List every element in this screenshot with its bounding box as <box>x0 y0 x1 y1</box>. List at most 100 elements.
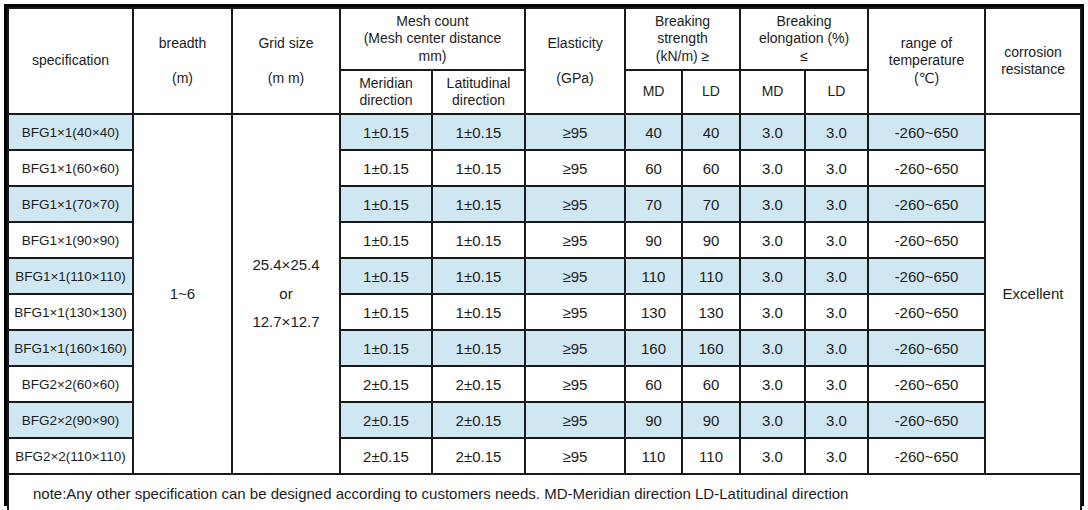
latitudinal-cell: 1±0.15 <box>432 150 525 186</box>
temperature-cell: -260~650 <box>868 294 985 330</box>
elasticity-cell: ≥95 <box>525 258 625 294</box>
bs-md-cell: 90 <box>625 402 682 438</box>
header-elasticity: Elasticity (GPa) <box>525 8 625 114</box>
header-latitudinal-direction: Latitudinal direction <box>432 70 525 114</box>
spec-cell: BFG1×1(130×130) <box>8 294 133 330</box>
meridian-cell: 1±0.15 <box>340 258 432 294</box>
spec-cell: BFG2×2(90×90) <box>8 402 133 438</box>
be-ld-cell: 3.0 <box>805 114 868 150</box>
header-corrosion-resistance: corrosion resistance <box>985 8 1081 114</box>
temperature-cell: -260~650 <box>868 114 985 150</box>
latitudinal-cell: 1±0.15 <box>432 294 525 330</box>
header-grid-size: Grid size (m m) <box>232 8 340 114</box>
latitudinal-cell: 2±0.15 <box>432 438 525 474</box>
be-ld-cell: 3.0 <box>805 438 868 474</box>
header-meridian-direction: Meridian direction <box>340 70 432 114</box>
elasticity-cell: ≥95 <box>525 330 625 366</box>
latitudinal-cell: 1±0.15 <box>432 330 525 366</box>
header-temperature-range: range of temperature (℃) <box>868 8 985 114</box>
latitudinal-cell: 1±0.15 <box>432 186 525 222</box>
be-md-cell: 3.0 <box>740 222 805 258</box>
spec-cell: BFG1×1(70×70) <box>8 186 133 222</box>
header-bs-md: MD <box>625 70 682 114</box>
latitudinal-cell: 2±0.15 <box>432 402 525 438</box>
bs-md-cell: 70 <box>625 186 682 222</box>
be-md-cell: 3.0 <box>740 258 805 294</box>
bs-ld-cell: 90 <box>682 402 740 438</box>
elasticity-cell: ≥95 <box>525 186 625 222</box>
be-ld-cell: 3.0 <box>805 258 868 294</box>
spec-cell: BFG1×1(160×160) <box>8 330 133 366</box>
be-ld-cell: 3.0 <box>805 294 868 330</box>
meridian-cell: 2±0.15 <box>340 438 432 474</box>
spec-cell: BFG1×1(60×60) <box>8 150 133 186</box>
be-ld-cell: 3.0 <box>805 330 868 366</box>
temperature-cell: -260~650 <box>868 438 985 474</box>
be-md-cell: 3.0 <box>740 438 805 474</box>
header-breadth: breadth (m) <box>133 8 232 114</box>
be-md-cell: 3.0 <box>740 114 805 150</box>
bs-ld-cell: 90 <box>682 222 740 258</box>
temperature-cell: -260~650 <box>868 222 985 258</box>
spec-table: specification breadth (m) Grid size (m m… <box>7 7 1082 510</box>
note-row: note:Any other specification can be desi… <box>8 474 1081 510</box>
spec-cell: BFG2×2(110×110) <box>8 438 133 474</box>
spec-cell: BFG1×1(90×90) <box>8 222 133 258</box>
elasticity-cell: ≥95 <box>525 402 625 438</box>
elasticity-cell: ≥95 <box>525 294 625 330</box>
bs-md-cell: 160 <box>625 330 682 366</box>
table-row: BFG1×1(40×40) 1~6 25.4×25.4 or 12.7×12.7… <box>8 114 1081 150</box>
header-breaking-strength: Breaking strength (kN/m) ≥ <box>625 8 740 70</box>
bs-md-cell: 60 <box>625 150 682 186</box>
bs-md-cell: 110 <box>625 258 682 294</box>
header-be-ld: LD <box>805 70 868 114</box>
bs-ld-cell: 130 <box>682 294 740 330</box>
be-ld-cell: 3.0 <box>805 402 868 438</box>
bs-md-cell: 60 <box>625 366 682 402</box>
meridian-cell: 1±0.15 <box>340 330 432 366</box>
latitudinal-cell: 1±0.15 <box>432 222 525 258</box>
bs-ld-cell: 70 <box>682 186 740 222</box>
temperature-cell: -260~650 <box>868 186 985 222</box>
meridian-cell: 1±0.15 <box>340 114 432 150</box>
bs-ld-cell: 160 <box>682 330 740 366</box>
header-mesh-count: Mesh count (Mesh center distance mm) <box>340 8 525 70</box>
be-ld-cell: 3.0 <box>805 150 868 186</box>
spec-table-frame: specification breadth (m) Grid size (m m… <box>4 4 1084 506</box>
be-ld-cell: 3.0 <box>805 222 868 258</box>
bs-ld-cell: 110 <box>682 438 740 474</box>
be-md-cell: 3.0 <box>740 150 805 186</box>
meridian-cell: 2±0.15 <box>340 366 432 402</box>
spec-cell: BFG1×1(40×40) <box>8 114 133 150</box>
bs-md-cell: 130 <box>625 294 682 330</box>
temperature-cell: -260~650 <box>868 366 985 402</box>
temperature-cell: -260~650 <box>868 258 985 294</box>
header-bs-ld: LD <box>682 70 740 114</box>
temperature-cell: -260~650 <box>868 402 985 438</box>
elasticity-cell: ≥95 <box>525 114 625 150</box>
be-md-cell: 3.0 <box>740 366 805 402</box>
bs-ld-cell: 110 <box>682 258 740 294</box>
elasticity-cell: ≥95 <box>525 366 625 402</box>
meridian-cell: 1±0.15 <box>340 150 432 186</box>
bs-md-cell: 90 <box>625 222 682 258</box>
meridian-cell: 1±0.15 <box>340 222 432 258</box>
latitudinal-cell: 2±0.15 <box>432 366 525 402</box>
elasticity-cell: ≥95 <box>525 438 625 474</box>
note-text: note:Any other specification can be desi… <box>8 474 1081 510</box>
meridian-cell: 1±0.15 <box>340 294 432 330</box>
temperature-cell: -260~650 <box>868 330 985 366</box>
grid-size-cell: 25.4×25.4 or 12.7×12.7 <box>232 114 340 474</box>
latitudinal-cell: 1±0.15 <box>432 114 525 150</box>
header-be-md: MD <box>740 70 805 114</box>
elasticity-cell: ≥95 <box>525 222 625 258</box>
be-md-cell: 3.0 <box>740 186 805 222</box>
bs-ld-cell: 40 <box>682 114 740 150</box>
breadth-cell: 1~6 <box>133 114 232 474</box>
bs-ld-cell: 60 <box>682 150 740 186</box>
elasticity-cell: ≥95 <box>525 150 625 186</box>
temperature-cell: -260~650 <box>868 150 985 186</box>
bs-ld-cell: 60 <box>682 366 740 402</box>
header-breaking-elongation: Breaking elongation (%) ≤ <box>740 8 868 70</box>
be-md-cell: 3.0 <box>740 330 805 366</box>
